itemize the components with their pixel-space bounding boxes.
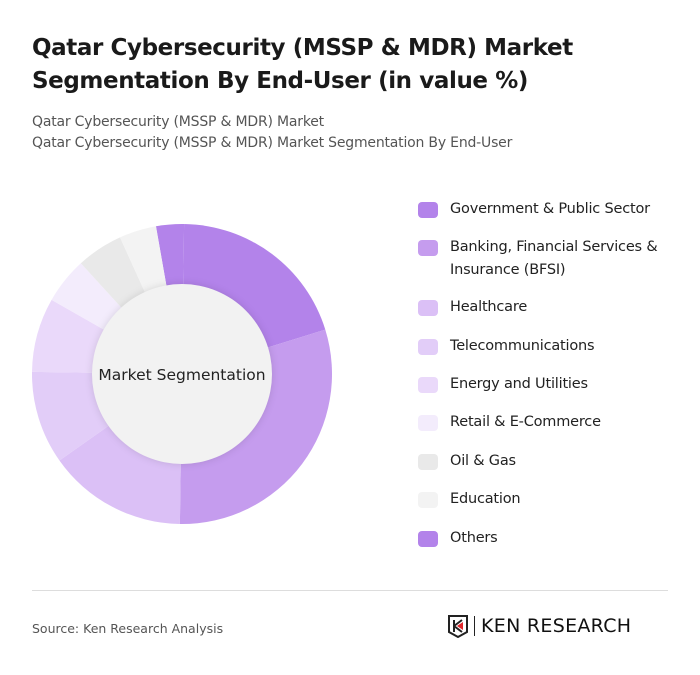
legend-label: Energy and Utilities bbox=[450, 376, 588, 392]
legend-item: Retail & E-Commerce bbox=[418, 411, 668, 434]
legend-swatch bbox=[418, 415, 438, 431]
legend-label: Telecommunications bbox=[450, 338, 595, 354]
legend-swatch bbox=[418, 240, 438, 256]
legend-item: Education bbox=[418, 488, 668, 511]
source-note: Source: Ken Research Analysis bbox=[32, 621, 224, 636]
legend-item: Telecommunications bbox=[418, 335, 668, 358]
donut-center bbox=[92, 284, 272, 464]
legend-swatch bbox=[418, 531, 438, 547]
ken-research-logo: KEN RESEARCH bbox=[447, 614, 631, 638]
legend-item: Government & Public Sector bbox=[418, 198, 668, 221]
legend-label: Government & Public Sector bbox=[450, 201, 650, 217]
legend-swatch bbox=[418, 300, 438, 316]
legend-swatch bbox=[418, 202, 438, 218]
legend-label: Healthcare bbox=[450, 299, 528, 315]
legend-item: Healthcare bbox=[418, 296, 668, 319]
legend-label: Education bbox=[450, 491, 521, 507]
breadcrumb-segmentation: Qatar Cybersecurity (MSSP & MDR) Market … bbox=[32, 135, 513, 151]
logo-mark-icon bbox=[448, 615, 468, 638]
donut-chart: Market Segmentation bbox=[32, 224, 332, 524]
legend-label: Retail & E-Commerce bbox=[450, 414, 601, 430]
legend-label: Banking, Financial Services & Insurance … bbox=[450, 239, 658, 278]
legend-swatch bbox=[418, 339, 438, 355]
legend-item: Energy and Utilities bbox=[418, 373, 668, 396]
legend-swatch bbox=[418, 377, 438, 393]
legend-swatch bbox=[418, 492, 438, 508]
divider bbox=[32, 590, 668, 591]
legend-swatch bbox=[418, 454, 438, 470]
legend-item: Others bbox=[418, 527, 668, 550]
logo-text: KEN RESEARCH bbox=[481, 615, 632, 637]
legend-label: Oil & Gas bbox=[450, 453, 516, 469]
legend-label: Others bbox=[450, 530, 498, 546]
legend-item: Oil & Gas bbox=[418, 450, 668, 473]
legend-item: Banking, Financial Services & Insurance … bbox=[418, 236, 668, 282]
breadcrumb-market: Qatar Cybersecurity (MSSP & MDR) Market bbox=[32, 114, 324, 130]
center-label: Market Segmentation bbox=[98, 366, 265, 384]
chart-title: Qatar Cybersecurity (MSSP & MDR) Market … bbox=[32, 35, 573, 94]
